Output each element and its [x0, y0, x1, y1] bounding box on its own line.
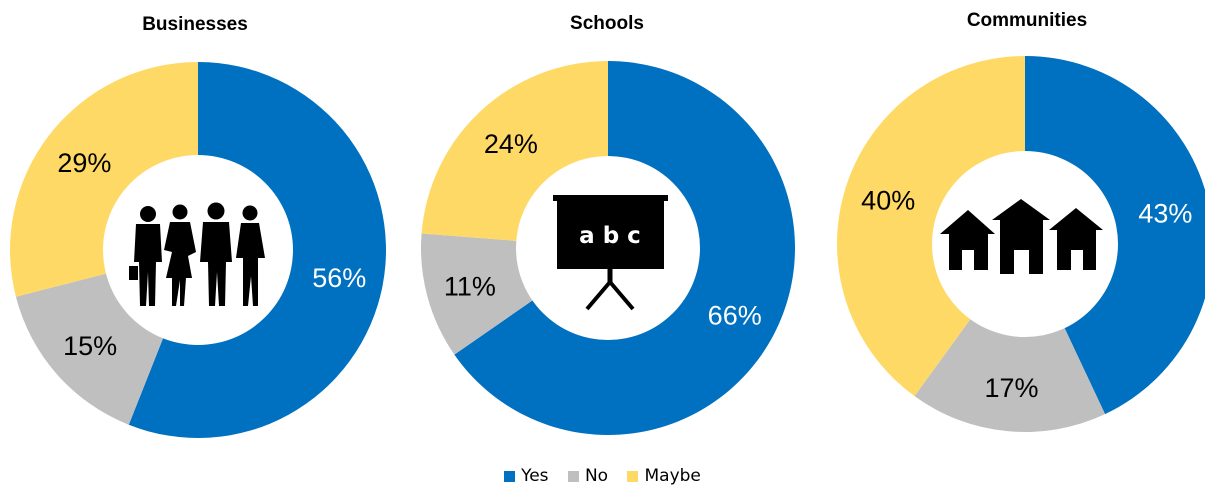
chart-schools: Schools a b c 66% 11% 24%	[421, 13, 796, 435]
data-label-maybe: 40%	[861, 186, 915, 216]
legend-label: No	[584, 466, 609, 486]
data-label-yes: 56%	[312, 263, 366, 293]
legend-item-no: No	[567, 466, 609, 486]
legend: Yes No Maybe	[0, 466, 1205, 487]
legend-swatch-yes	[504, 470, 516, 482]
data-label-no: 11%	[444, 271, 496, 301]
business-people-icon	[129, 202, 265, 306]
data-label-no: 15%	[63, 331, 117, 361]
slice-no	[914, 244, 1106, 433]
chart-title: Businesses	[142, 14, 248, 35]
data-label-maybe: 29%	[57, 148, 111, 178]
board-text: a b c	[579, 223, 641, 249]
chart-businesses: Businesses 56% 15% 29%	[10, 14, 386, 438]
legend-swatch-maybe	[627, 470, 639, 482]
data-label-yes: 66%	[708, 300, 762, 330]
donut-hole	[103, 155, 293, 345]
chart-communities: Communities 43% 17% 40%	[836, 10, 1205, 433]
legend-label: Maybe	[644, 466, 701, 486]
slice-maybe	[836, 56, 1025, 397]
legend-item-maybe: Maybe	[627, 466, 701, 486]
data-label-maybe: 24%	[484, 129, 538, 159]
houses-icon	[940, 199, 1103, 274]
chart-title: Schools	[570, 13, 644, 34]
legend-label: Yes	[521, 466, 549, 486]
legend-item-yes: Yes	[504, 466, 549, 486]
data-label-yes: 43%	[1138, 199, 1192, 229]
abc-board-icon: a b c	[553, 195, 668, 311]
chart-title: Communities	[967, 10, 1087, 31]
legend-swatch-no	[567, 470, 579, 482]
data-label-no: 17%	[984, 373, 1038, 403]
